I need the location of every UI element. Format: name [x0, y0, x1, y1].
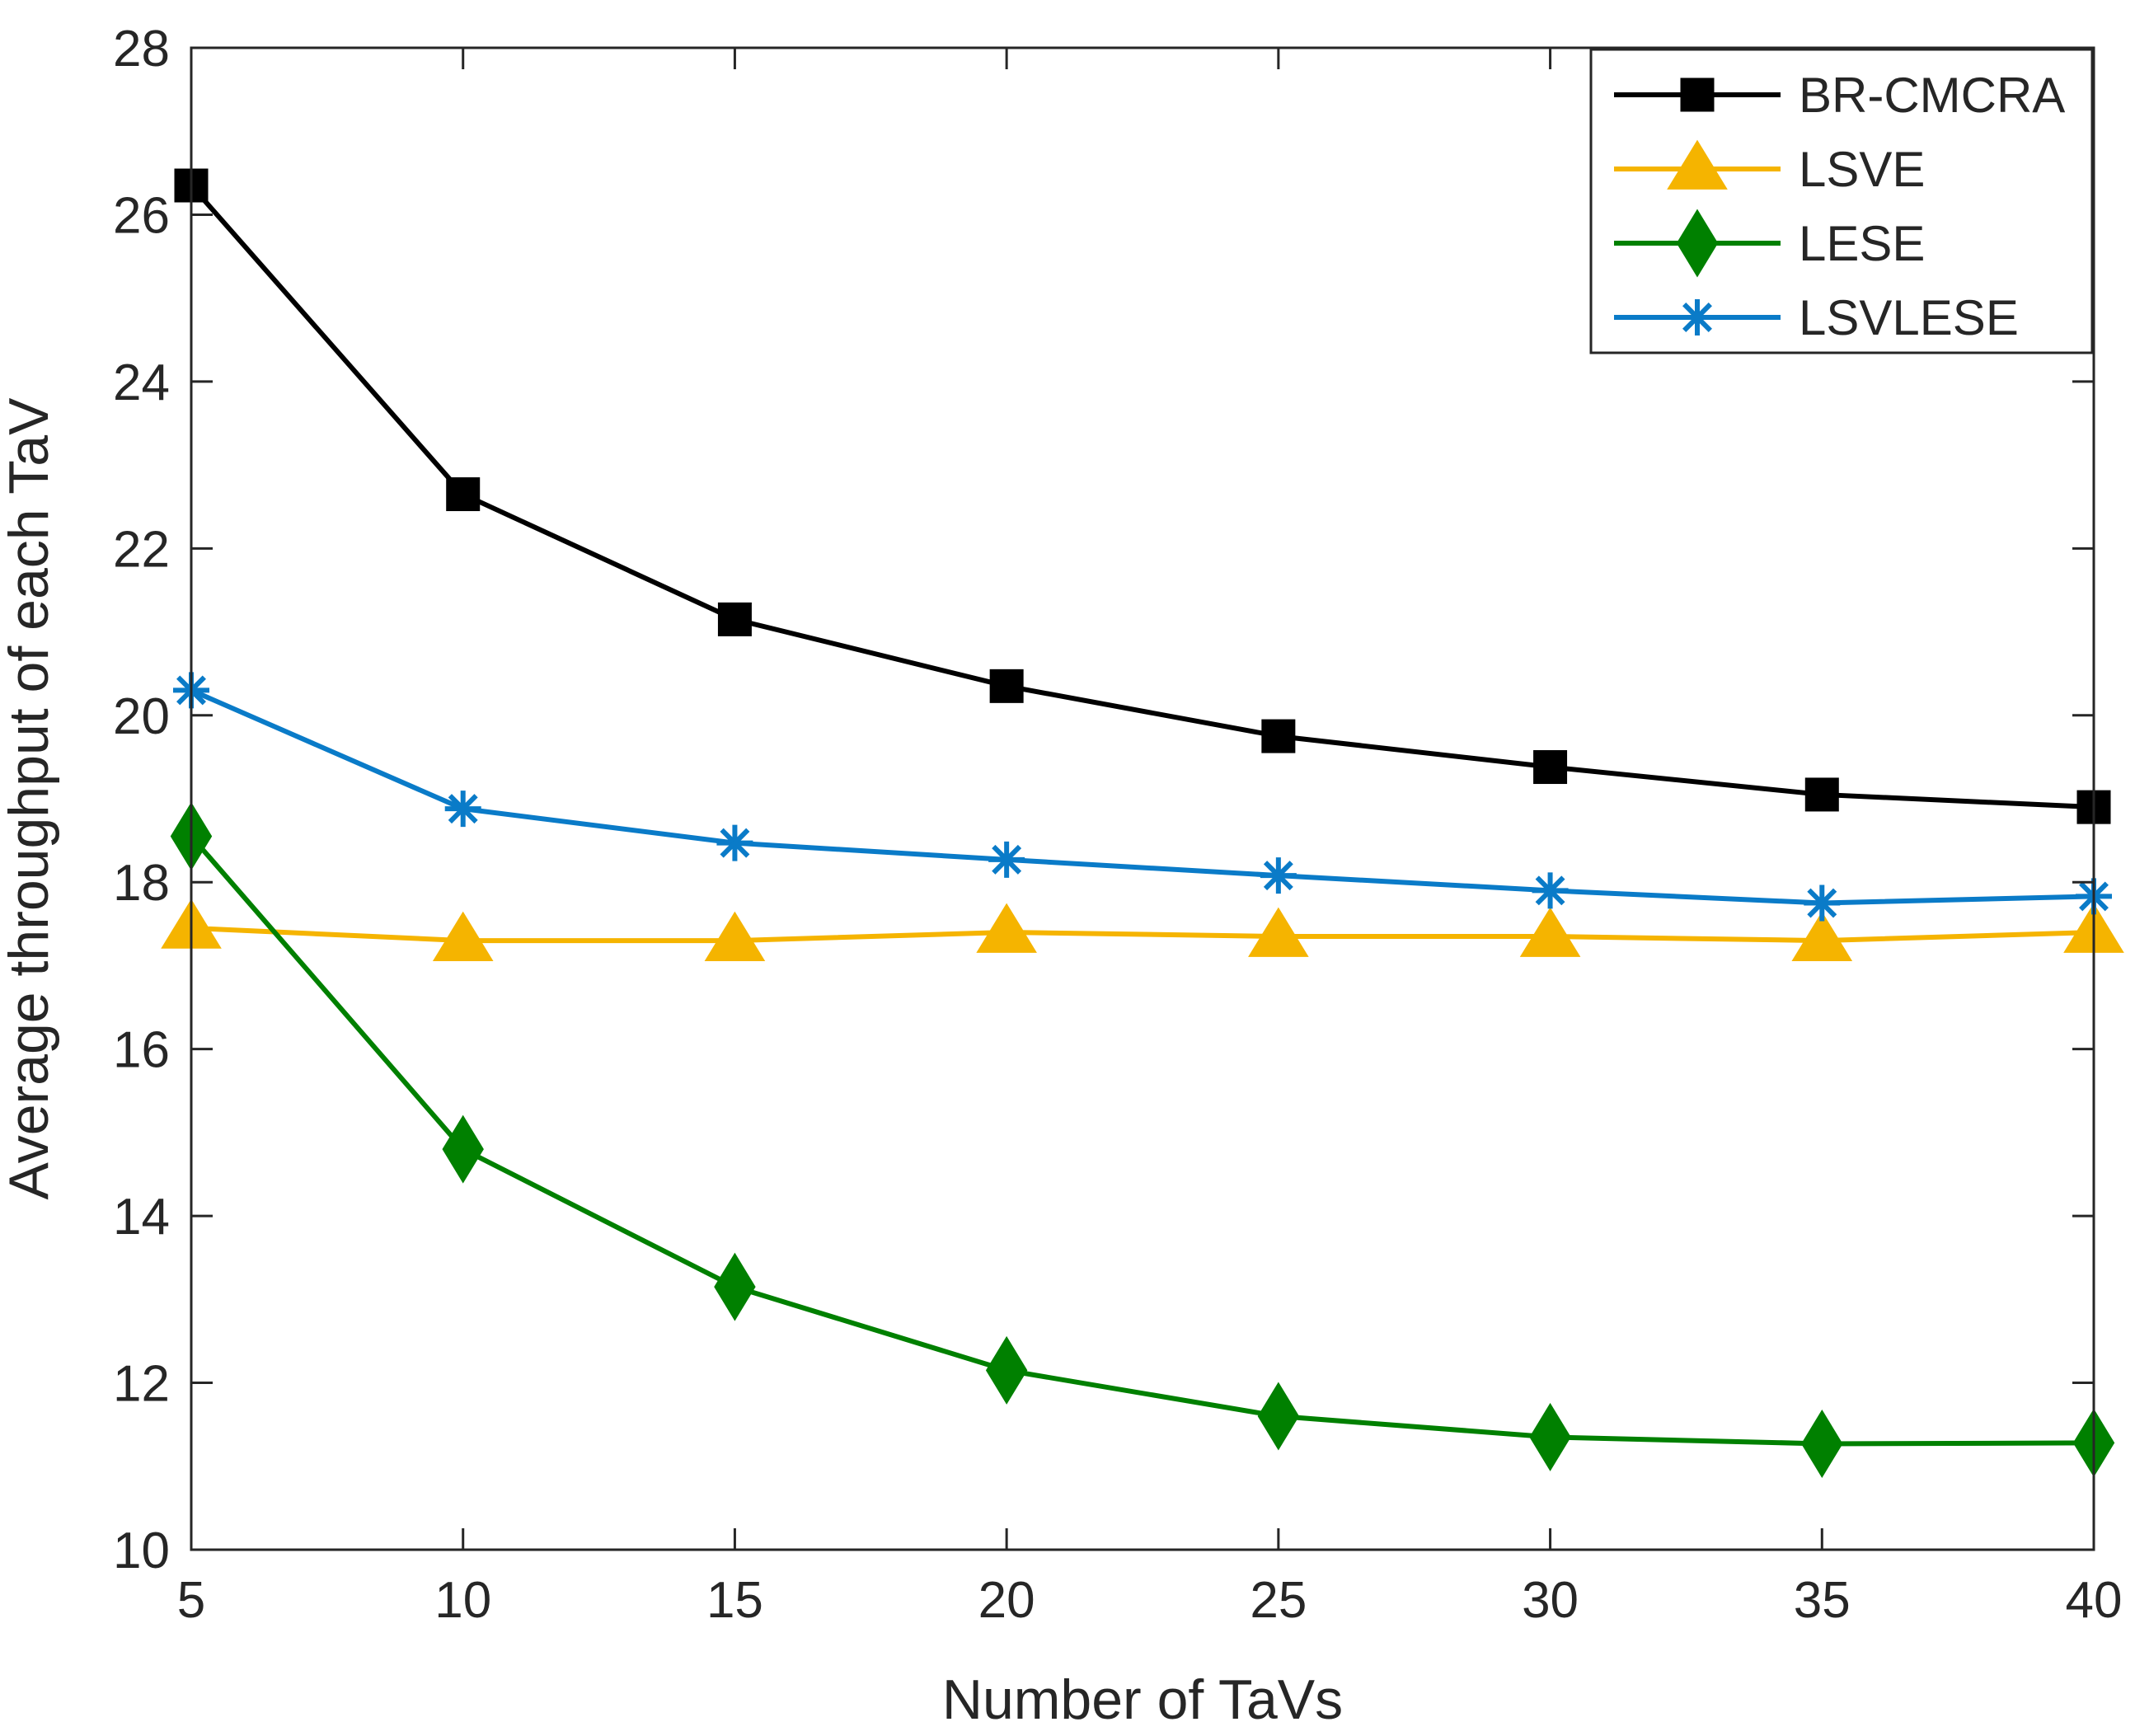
point-lsvlese-3-stroke-d2: [720, 828, 750, 858]
y-tick-label: 24: [113, 354, 170, 411]
point-br-cmcra-3-shape: [717, 602, 752, 636]
point-br-cmcra-4-shape: [989, 669, 1024, 703]
point-lsve-6: [1519, 907, 1581, 957]
point-lese-6-shape: [1529, 1402, 1571, 1471]
x-tick-label: 10: [434, 1572, 491, 1629]
point-lsvlese-7: [1804, 884, 1841, 922]
legend-marker-lsvlese: [1679, 299, 1715, 335]
x-tick-label: 35: [1794, 1572, 1851, 1629]
point-br-cmcra-5: [1261, 719, 1296, 753]
point-lsve-7: [1791, 911, 1853, 961]
legend-entry-lsvlese: LSVLESE: [1614, 290, 2019, 345]
x-tick-label: 5: [177, 1572, 205, 1629]
y-tick-label: 28: [113, 21, 170, 77]
legend-marker-lsve: [1667, 139, 1728, 190]
legend-marker-lsvlese-stroke-d2: [1682, 303, 1712, 332]
point-lsvlese-5: [1260, 857, 1297, 894]
legend-marker-br-cmcra: [1680, 77, 1715, 112]
point-lsve-7-shape: [1791, 911, 1853, 961]
x-axis-label: Number of TaVs: [942, 1668, 1343, 1731]
axes-box: [190, 46, 2095, 1551]
point-lese-7: [1801, 1409, 1843, 1478]
point-lsve-2: [432, 911, 494, 961]
y-tick-label: 18: [113, 855, 170, 912]
y-tick-label: 12: [113, 1356, 170, 1413]
legend-box: [1589, 48, 2094, 354]
x-tick-label: 15: [706, 1572, 763, 1629]
point-br-cmcra-4: [989, 669, 1024, 703]
y-tick-label: 26: [113, 187, 170, 244]
point-br-cmcra-7: [1804, 777, 1839, 812]
point-lese-3-shape: [714, 1252, 756, 1321]
y-tick-label: 14: [113, 1189, 170, 1246]
legend-marker-lese-shape: [1676, 209, 1719, 278]
series-layer: [161, 168, 2124, 1478]
y-tick-label: 22: [113, 521, 170, 578]
y-tick-label: 16: [113, 1022, 170, 1079]
legend-label-lsvlese: LSVLESE: [1799, 290, 2019, 345]
point-lsve-5-shape: [1248, 907, 1309, 957]
point-lsve-4-shape: [976, 903, 1037, 953]
x-tick-label: 20: [978, 1572, 1035, 1629]
point-lsvlese-6: [1532, 872, 1569, 909]
series-line-br-cmcra: [189, 184, 2095, 810]
legend-label-lese: LESE: [1799, 216, 1925, 271]
point-lsvlese-2: [444, 791, 481, 828]
point-lsve-3-shape: [704, 911, 766, 961]
legend-marker-lsve-shape: [1667, 139, 1728, 190]
series-line-lsvlese: [190, 687, 2095, 906]
point-br-cmcra-2-shape: [446, 477, 481, 512]
series-line-lsve: [190, 925, 2095, 944]
x-tick-label: 30: [1522, 1572, 1579, 1629]
point-br-cmcra-7-shape: [1804, 777, 1839, 812]
series-lsvlese: [173, 672, 2112, 922]
point-lsve-5: [1248, 907, 1309, 957]
y-axis-label: Average throughput of each TaV: [0, 397, 60, 1200]
point-lese-2-shape: [442, 1114, 484, 1184]
point-br-cmcra-2: [446, 477, 481, 512]
point-lsve-2-shape: [432, 911, 494, 961]
point-lsvlese-4: [988, 841, 1025, 878]
series-lese: [170, 802, 2115, 1478]
legend-marker-br-cmcra-shape: [1680, 77, 1715, 112]
point-br-cmcra-5-shape: [1261, 719, 1296, 753]
point-lsvlese-5-stroke-d2: [1263, 861, 1293, 891]
point-lese-4: [985, 1335, 1028, 1405]
series-lsve: [161, 898, 2124, 961]
point-lese-4-shape: [985, 1335, 1028, 1405]
legend-entry-br-cmcra: BR-CMCRA: [1614, 68, 2065, 123]
point-lsve-4: [976, 903, 1037, 953]
point-lsve-3: [704, 911, 766, 961]
y-tick-label: 10: [113, 1523, 170, 1579]
legend-label-lsve: LSVE: [1799, 142, 1925, 197]
legend-entry-lese: LESE: [1614, 209, 1925, 278]
legend-marker-lese: [1676, 209, 1719, 278]
point-br-cmcra-6: [1533, 750, 1568, 785]
legend: BR-CMCRA LSVE LESE LSVLESE: [1589, 48, 2094, 354]
point-lsvlese-3: [716, 824, 753, 861]
point-lese-5-shape: [1257, 1382, 1300, 1451]
point-lese-6: [1529, 1402, 1571, 1471]
point-lsvlese-6-stroke-d2: [1535, 875, 1565, 906]
legend-label-br-cmcra: BR-CMCRA: [1799, 68, 2065, 123]
series-line-lese: [189, 834, 2095, 1447]
y-tick-label: 20: [113, 688, 170, 745]
point-lsvlese-7-stroke-d2: [1807, 888, 1837, 918]
x-tick-label: 40: [2066, 1572, 2123, 1629]
point-lsvlese-4-stroke-d2: [992, 844, 1022, 875]
point-lsvlese-2-stroke-d2: [448, 794, 478, 824]
point-lese-7-shape: [1801, 1409, 1843, 1478]
point-br-cmcra-6-shape: [1533, 750, 1568, 785]
point-br-cmcra-3: [717, 602, 752, 636]
point-lese-2: [442, 1114, 484, 1184]
x-tick-label: 25: [1250, 1572, 1307, 1629]
point-lsve-6-shape: [1519, 907, 1581, 957]
legend-entry-lsve: LSVE: [1614, 139, 1925, 197]
point-lese-5: [1257, 1382, 1300, 1451]
point-lese-3: [714, 1252, 756, 1321]
